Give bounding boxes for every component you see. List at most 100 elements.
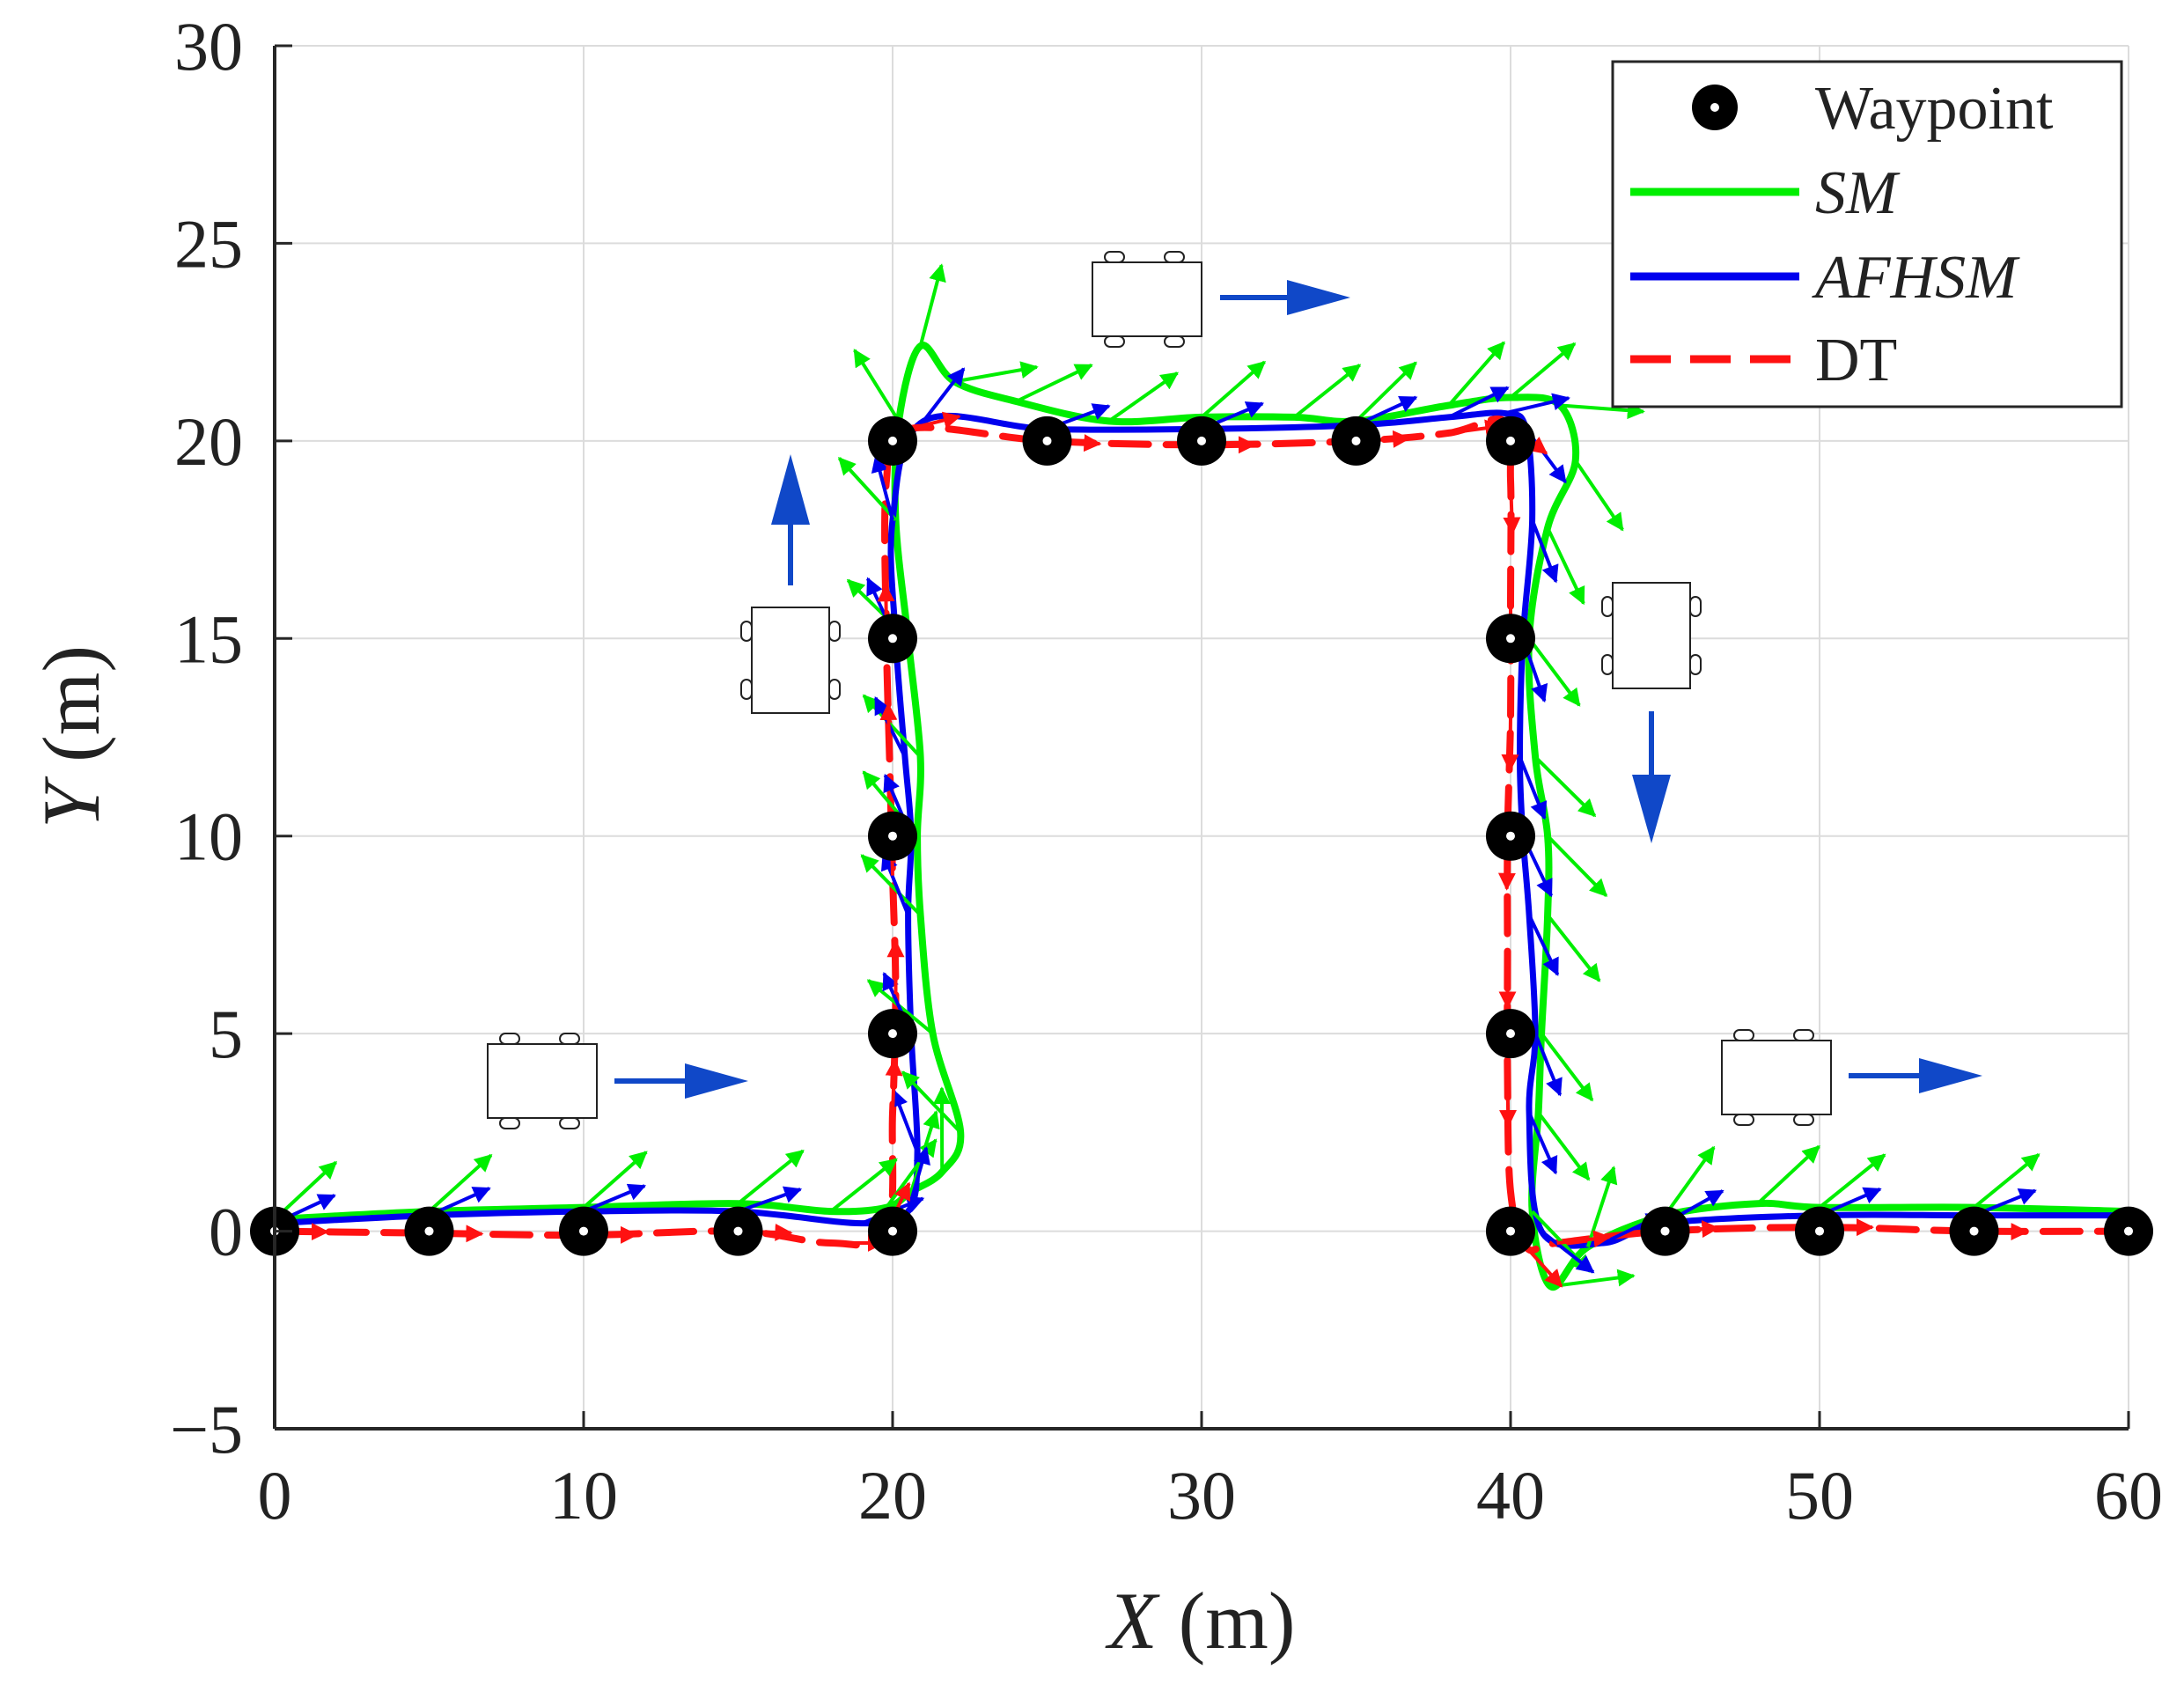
heading-arrow-sm	[1550, 1269, 1636, 1289]
heading-arrow-sm	[1574, 460, 1624, 532]
robot-icon-top	[1092, 251, 1202, 348]
x-tick-labels: 0 10 20 30 40 50 60	[258, 1457, 2164, 1534]
heading-arrow-afhsm	[871, 454, 894, 521]
legend-entry-dt: DT	[1630, 327, 1897, 394]
waypoint-marker-center	[888, 1226, 897, 1236]
x-axis-label-unit: (m)	[1179, 1576, 1296, 1666]
waypoint-marker-center	[1197, 436, 1206, 445]
waypoint-marker-center	[733, 1226, 743, 1236]
y-axis-label-var: Y	[26, 776, 116, 828]
direction-arrow-right-icon	[1849, 1058, 1982, 1093]
heading-arrow-sm	[1533, 755, 1597, 818]
waypoint-marker-center	[2124, 1226, 2133, 1236]
heading-arrow-dt	[1556, 1230, 1612, 1248]
heading-arrow-sm	[1546, 526, 1585, 606]
waypoint-marker-center	[888, 436, 897, 445]
waypoint-marker-center	[888, 831, 897, 841]
heading-arrow-sm	[1537, 1111, 1591, 1181]
heading-arrow-afhsm	[891, 1088, 919, 1153]
heading-arrow-sm	[1355, 361, 1417, 423]
direction-arrow-down-icon	[1632, 711, 1671, 843]
waypoint-marker-center	[1506, 634, 1515, 644]
waypoint-marker-center	[1506, 436, 1515, 445]
heading-arrow-sm	[829, 1158, 898, 1213]
heading-arrow-afhsm	[1527, 1112, 1558, 1175]
x-tick-label: 30	[1167, 1457, 1236, 1534]
robot-icon-end	[1721, 1029, 1832, 1126]
heading-arrow-sm	[1200, 360, 1267, 419]
axis-ticks	[273, 44, 2130, 1431]
y-axis-label-unit: (m)	[26, 645, 116, 762]
heading-arrow-sm	[918, 263, 946, 347]
x-tick-label: 10	[549, 1457, 618, 1534]
heading-arrow-dt	[1501, 717, 1519, 773]
heading-arrow-sm	[428, 1153, 493, 1213]
y-tick-label: 0	[209, 1194, 243, 1270]
heading-arrow-sm	[1540, 1032, 1594, 1102]
heading-arrow-afhsm	[922, 367, 966, 423]
heading-arrow-sm	[1818, 1153, 1886, 1210]
direction-arrow-up-icon	[771, 454, 810, 585]
y-tick-label: 30	[174, 8, 243, 85]
heading-arrow-sm	[737, 1149, 805, 1205]
heading-arrow-afhsm	[1527, 914, 1560, 976]
heading-arrow-sm	[837, 457, 897, 521]
heading-arrow-dt	[1499, 1072, 1518, 1128]
waypoints	[250, 416, 2153, 1256]
legend-entry-sm: SM	[1630, 159, 1901, 227]
waypoint-marker-center	[579, 1226, 588, 1236]
y-tick-label: 25	[174, 205, 243, 282]
heading-arrow-dt	[885, 1058, 903, 1113]
robot-icon-down	[1601, 582, 1702, 689]
legend-entry-waypoint: Waypoint	[1692, 75, 2054, 143]
x-tick-label: 40	[1476, 1457, 1545, 1534]
heading-arrow-sm	[1585, 1166, 1618, 1248]
waypoint-marker-center	[1506, 831, 1515, 841]
heading-arrow-afhsm	[1540, 1230, 1595, 1274]
legend: Waypoint SM AFHSM DT	[1611, 60, 2123, 408]
heading-arrow-afhsm	[1447, 386, 1510, 419]
waypoint-marker-center	[1660, 1226, 1670, 1236]
y-tick-label: 5	[209, 996, 243, 1072]
waypoint-marker-center	[424, 1226, 434, 1236]
waypoint-marker-center	[1506, 1029, 1515, 1039]
heading-arrow-afhsm	[583, 1183, 647, 1213]
waypoint-marker-center	[1969, 1226, 1979, 1236]
heading-arrow-sm	[1546, 914, 1601, 982]
heading-arrow-sm	[1527, 637, 1581, 707]
y-tick-labels: −5 0 5 10 15 20 25 30	[170, 8, 243, 1467]
legend-label-waypoint: Waypoint	[1815, 75, 2054, 143]
heading-arrow-sm	[1756, 1144, 1820, 1205]
heading-arrow-afhsm	[1518, 756, 1548, 820]
heading-arrow-sm	[1546, 835, 1608, 897]
heading-arrow-afhsm	[880, 852, 910, 916]
x-axis-label: X (m)	[1104, 1576, 1295, 1666]
heading-arrow-afhsm	[906, 1146, 930, 1212]
waypoint-marker-center	[888, 634, 897, 644]
heading-arrow-sm	[1973, 1152, 2041, 1210]
y-axis-label: Y (m)	[26, 645, 116, 828]
heading-arrow-sm	[1015, 363, 1093, 403]
waypoint-marker-center	[1042, 436, 1052, 445]
heading-arrow-sm	[953, 361, 1039, 384]
x-tick-label: 60	[2094, 1457, 2163, 1534]
heading-arrow-afhsm	[1530, 519, 1559, 584]
waypoint-marker-center	[1506, 1226, 1515, 1236]
x-axis-label-var: X	[1104, 1576, 1160, 1666]
heading-arrow-dt	[879, 702, 898, 757]
x-tick-label: 50	[1785, 1457, 1854, 1534]
y-tick-label: 20	[174, 403, 243, 480]
heading-arrow-sm	[582, 1151, 648, 1210]
robot-illustrations	[487, 251, 1982, 1129]
heading-arrow-dt	[1525, 1246, 1563, 1288]
heading-arrow-sm	[2127, 1209, 2129, 1212]
direction-arrow-right-icon	[1220, 280, 1350, 315]
y-tick-label: 10	[174, 798, 243, 875]
heading-arrow-sm	[860, 854, 923, 916]
heading-arrow-sm	[1560, 401, 1645, 420]
heading-arrow-sm	[862, 694, 923, 759]
heading-arrow-afhsm	[1504, 393, 1570, 416]
legend-label-sm: SM	[1815, 159, 1901, 227]
heading-arrow-dt	[1503, 480, 1521, 535]
